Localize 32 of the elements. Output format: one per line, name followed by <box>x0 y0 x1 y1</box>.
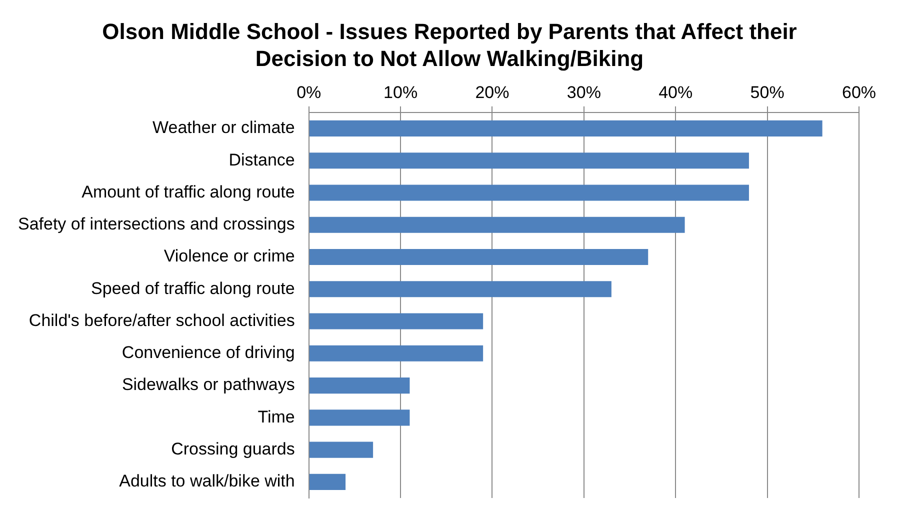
bar <box>309 216 685 233</box>
y-tick-label: Safety of intersections and crossings <box>18 214 295 234</box>
y-tick-label: Sidewalks or pathways <box>122 375 295 394</box>
x-tick-label: 20% <box>475 82 510 102</box>
x-tick-label: 40% <box>658 82 693 102</box>
x-tick-label: 50% <box>750 82 784 102</box>
y-tick-label: Speed of traffic along route <box>91 278 295 298</box>
bar <box>309 442 374 458</box>
y-tick-label: Adults to walk/bike with <box>119 472 295 491</box>
bar <box>309 248 648 266</box>
y-tick-label: Convenience of driving <box>122 343 295 362</box>
x-tick-label: 30% <box>566 82 601 102</box>
bar <box>309 281 612 298</box>
bar <box>309 378 410 394</box>
y-tick-label: Distance <box>228 150 295 170</box>
x-tick-label: 60% <box>842 82 876 102</box>
x-tick-label: 10% <box>384 82 418 102</box>
bar <box>309 313 484 330</box>
chart-title: Olson Middle School - Issues Reported by Parents that Affect their Decision to Not Allow Walking/Biking <box>101 18 798 72</box>
y-tick-label: Time <box>258 407 295 426</box>
y-tick-label: Crossing guards <box>171 439 295 458</box>
bar <box>309 410 410 426</box>
bar <box>309 345 484 362</box>
y-tick-label: Weather or climate <box>152 118 295 138</box>
y-tick-label: Amount of traffic along route <box>82 182 295 202</box>
bar <box>309 474 346 490</box>
y-tick-label: Child's before/after school activities <box>28 310 295 330</box>
bar <box>309 152 749 169</box>
bar <box>309 120 822 136</box>
y-tick-label: Violence or crime <box>164 246 295 266</box>
x-tick-label: 0% <box>296 82 322 102</box>
bar <box>309 184 749 201</box>
